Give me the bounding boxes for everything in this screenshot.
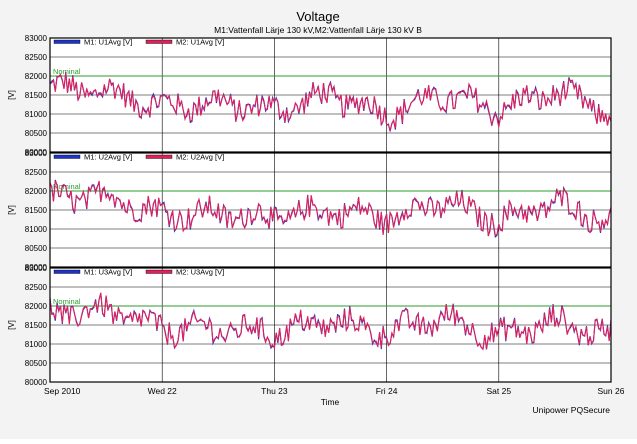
series-line-m2 <box>49 292 612 351</box>
legend-swatch <box>145 39 173 44</box>
y-tick-label: 81000 <box>25 110 48 119</box>
chart-title: Voltage <box>296 9 339 24</box>
legend-entry: M2: U3Avg [V] <box>176 268 224 277</box>
y-tick-label: 82000 <box>25 72 48 81</box>
series-line-m2 <box>49 73 612 133</box>
legend-entry: M1: U1Avg [V] <box>84 38 132 47</box>
nominal-label: Nominal <box>53 67 81 76</box>
panel-border <box>49 267 612 383</box>
nominal-label: Nominal <box>53 182 81 191</box>
legend-entry: M1: U2Avg [V] <box>84 153 132 162</box>
x-tick-label: Thu 23 <box>261 386 288 396</box>
y-axis-label: [V] <box>7 90 16 100</box>
x-axis: Sep 2010 Wed 22 Thu 23 Fri 24 Sat 25 Sun 26 <box>44 386 625 396</box>
x-tick-label: Sun 26 <box>598 386 625 396</box>
y-tick-label: 81000 <box>25 225 48 234</box>
legend-entry: M1: U3Avg [V] <box>84 268 132 277</box>
y-tick-label: 81500 <box>25 206 48 215</box>
panel-3: 80000 80500 81000 81500 82000 82500 83000 Nomin… <box>7 264 612 387</box>
y-axis-label: [V] <box>7 320 16 330</box>
y-tick-label: 80500 <box>25 359 48 368</box>
y-tick-label: 81000 <box>25 340 48 349</box>
legend-entry: M2: U2Avg [V] <box>176 153 224 162</box>
y-tick-label: 80000 <box>25 378 48 387</box>
series-line-m2 <box>49 180 612 237</box>
legend-entry: M2: U1Avg [V] <box>176 38 224 47</box>
x-tick-label: Fri 24 <box>376 386 398 396</box>
nominal-label: Nominal <box>53 297 81 306</box>
x-axis-label: Time <box>321 397 340 407</box>
y-tick-label: 82500 <box>25 53 48 62</box>
legend-swatch <box>145 269 173 274</box>
legend-swatch <box>53 154 81 159</box>
y-tick-label: 83000 <box>25 34 48 43</box>
y-tick-label: 83000 <box>25 264 48 273</box>
legend-swatch <box>145 154 173 159</box>
footer-brand: Unipower PQSecure <box>533 405 611 415</box>
y-axis-label: [V] <box>7 205 16 215</box>
y-tick-label: 83000 <box>25 149 48 158</box>
y-tick-label: 82500 <box>25 283 48 292</box>
y-tick-label: 80500 <box>25 244 48 253</box>
y-tick-label: 80000 <box>25 148 48 157</box>
panel-2: 80000 80500 81000 81500 82000 82500 83000 Nomin… <box>7 149 612 272</box>
chart-subtitle: M1:Vattenfall Lärje 130 kV,M2:Vattenfall… <box>214 25 422 35</box>
legend-swatch <box>53 39 81 44</box>
panel-1: 80000 80500 81000 81500 82000 82500 83000 Nomin… <box>7 34 612 157</box>
y-tick-label: 81500 <box>25 91 48 100</box>
x-tick-label: Wed 22 <box>148 386 177 396</box>
y-tick-label: 81500 <box>25 321 48 330</box>
chart-panels: 80000 80500 81000 81500 82000 82500 83000 Nomin… <box>7 34 612 387</box>
legend-swatch <box>53 269 81 274</box>
y-tick-label: 82500 <box>25 168 48 177</box>
y-tick-label: 82000 <box>25 187 48 196</box>
panel-border <box>49 152 612 268</box>
y-tick-label: 80000 <box>25 263 48 272</box>
x-tick-label: Sep 2010 <box>44 386 81 396</box>
x-tick-label: Sat 25 <box>487 386 512 396</box>
y-tick-label: 82000 <box>25 302 48 311</box>
panel-border <box>49 37 612 153</box>
y-tick-label: 80500 <box>25 129 48 138</box>
